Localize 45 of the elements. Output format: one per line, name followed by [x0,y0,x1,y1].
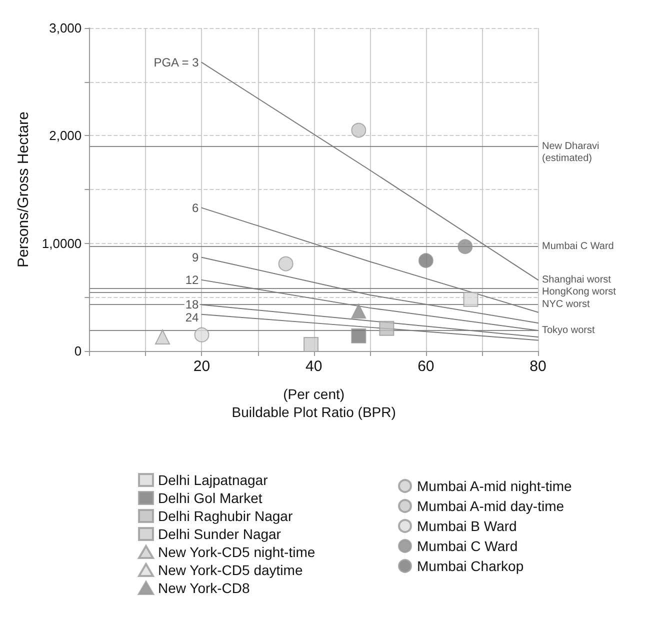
point [194,327,210,342]
y-tick-label: 0 [74,344,82,358]
point [463,292,478,307]
point [278,256,294,272]
y-tick-label: 1,0000 [42,236,82,251]
legend-label: Mumbai A-mid night-time [417,478,572,494]
series-label: 24 [185,310,200,325]
point [304,337,319,352]
ref-line-label: Mumbai C Ward [542,241,614,252]
x-tick-label: 80 [530,358,546,375]
y-axis-title: Persons/Gross Hectare [15,112,32,268]
legend-label: Delhi Gol Market [158,490,262,506]
ref-line-label: Tokyo worst [542,325,596,336]
legend-label: New York-CD5 night-time [158,544,316,560]
legend-label: Delhi Lajpatnagar [158,472,268,488]
legend-label: New York-CD8 [158,580,250,596]
ref-line-label: Shanghai worst [542,274,612,286]
legend-label: Mumbai C Ward [417,538,518,554]
series-label: 12 [185,272,200,287]
legend-label: Mumbai A-mid day-time [417,498,564,514]
legend-label: Delhi Sunder Nagar [158,526,282,542]
series-label: 18 [185,298,200,312]
point [351,122,366,138]
x-tick-label: 40 [305,358,322,375]
point [155,330,170,345]
legend-label: Delhi Raghubir Nagar [158,508,293,524]
x-axis-title: (Per cent) Buildable Plot Ratio (BPR) [232,386,396,420]
point [458,239,473,254]
y-tick-label: 2,000 [49,128,82,144]
point [351,304,366,319]
ref-line-label: HongKong worst [542,286,616,298]
legend-label: Mumbai Charkop [417,558,524,574]
ref-line-label: NYC worst [542,299,590,310]
x-tick-label: 60 [418,358,434,375]
point [351,328,366,344]
y-tick-label: 3,000 [49,20,82,36]
series-label: 9 [192,250,200,264]
series-label: 6 [192,200,200,215]
series-label: PGA = 3 [154,55,200,70]
legend-label: New York-CD5 daytime [158,562,303,578]
point [379,320,394,336]
legend-label: Mumbai B Ward [417,518,517,534]
x-tick-label: 20 [193,358,210,375]
point [418,253,434,268]
ref-line-label: New Dharavi (estimated) [542,140,600,164]
